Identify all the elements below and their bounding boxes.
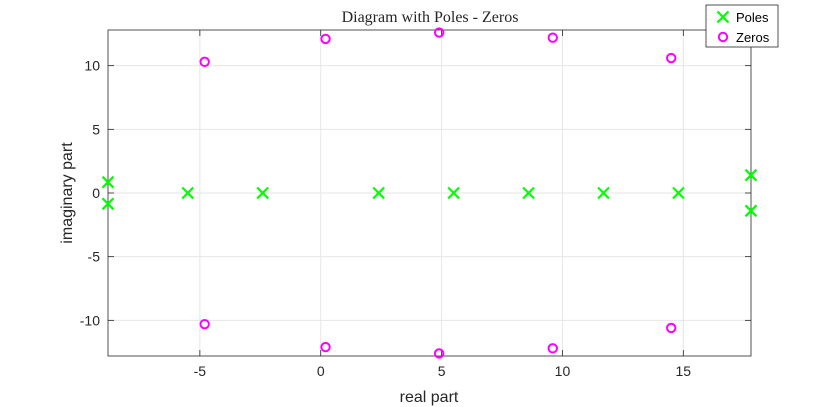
pole-marker	[744, 168, 758, 182]
zero-marker	[547, 32, 558, 43]
pole-marker	[447, 186, 460, 200]
legend-pole-marker	[716, 10, 730, 24]
pole-marker	[597, 186, 610, 200]
chart-title: Diagram with Poles - Zeros	[342, 9, 519, 26]
zero-marker	[320, 33, 331, 45]
zero-marker	[320, 341, 331, 353]
x-tick-label: 0	[317, 363, 325, 379]
x-tick-label: 10	[555, 363, 571, 379]
zero-marker	[666, 322, 677, 334]
pole-marker	[256, 186, 269, 200]
axis-ticks: -5 0 5 10 15 -10 -5 0 5 10	[80, 30, 751, 379]
pole-marker	[522, 186, 535, 200]
zero-marker	[433, 27, 445, 38]
legend-label: Poles	[736, 10, 769, 25]
pole-marker	[672, 186, 685, 200]
legend: Poles Zeros	[705, 4, 779, 48]
grid-lines	[108, 30, 751, 356]
zero-marker	[433, 348, 445, 359]
y-tick-label: 5	[92, 121, 100, 137]
zero-marker	[547, 343, 558, 354]
y-tick-label: 0	[92, 185, 100, 201]
x-tick-label: 5	[438, 363, 446, 379]
zero-marker	[666, 52, 677, 64]
legend-zero-marker	[717, 31, 729, 43]
x-axis-label: real part	[400, 389, 459, 406]
pole-marker	[372, 186, 386, 200]
pole-marker	[101, 197, 115, 211]
y-tick-label: 10	[84, 58, 100, 74]
y-axis-label: imaginary part	[59, 142, 76, 244]
x-tick-label: -5	[194, 363, 207, 379]
pole-marker	[181, 186, 195, 200]
y-tick-label: -10	[80, 312, 100, 328]
zero-marker	[199, 318, 210, 330]
legend-label: Zeros	[736, 30, 770, 45]
data-marks	[101, 27, 758, 359]
y-tick-label: -5	[88, 249, 101, 265]
x-tick-label: 15	[676, 363, 692, 379]
pole-marker	[101, 175, 115, 189]
zero-marker	[199, 56, 210, 68]
pole-marker	[744, 204, 758, 218]
